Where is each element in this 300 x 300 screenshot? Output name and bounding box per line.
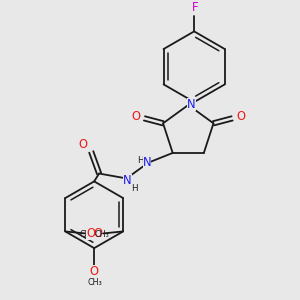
- Text: F: F: [192, 1, 199, 14]
- Text: O: O: [86, 227, 95, 240]
- Text: N: N: [123, 174, 132, 187]
- Text: O: O: [236, 110, 245, 123]
- Text: H: H: [131, 184, 138, 193]
- Text: O: O: [78, 138, 87, 151]
- Text: CH₃: CH₃: [88, 278, 103, 287]
- Text: O: O: [90, 265, 99, 278]
- Text: H: H: [137, 156, 144, 165]
- Text: CH₃: CH₃: [80, 230, 94, 239]
- Text: O: O: [131, 110, 140, 123]
- Text: N: N: [143, 156, 152, 169]
- Text: CH₃: CH₃: [94, 230, 109, 239]
- Text: O: O: [93, 227, 102, 240]
- Text: N: N: [187, 98, 196, 112]
